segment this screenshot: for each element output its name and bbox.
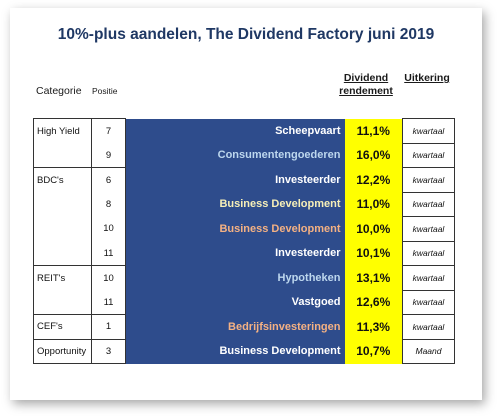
category-cell: CEF's — [33, 314, 92, 340]
category-cell — [33, 290, 92, 315]
table-row: REIT's 10 Hypotheken 13,1% kwartaal — [33, 265, 455, 291]
position-cell: 11 — [91, 241, 126, 266]
position-cell: 6 — [91, 167, 126, 192]
dividend-yield-cell: 11,0% — [344, 192, 403, 217]
payout-frequency-cell: kwartaal — [402, 167, 455, 193]
header-uitkering: Uitkering — [404, 72, 450, 84]
payout-frequency-cell: kwartaal — [402, 216, 455, 242]
category-cell: Opportunity — [33, 338, 92, 364]
name-cell: Bedrijfsinvesteringen — [125, 314, 345, 339]
dividend-yield-cell: 11,3% — [344, 314, 403, 339]
position-cell: 10 — [91, 216, 126, 241]
category-cell: REIT's — [33, 265, 92, 290]
table-row: 8 Business Development 11,0% kwartaal — [33, 191, 455, 217]
dividend-yield-cell: 10,0% — [344, 216, 403, 241]
payout-frequency-cell: kwartaal — [402, 191, 455, 217]
position-cell: 9 — [91, 143, 126, 168]
dividend-yield-cell: 13,1% — [344, 265, 403, 290]
payout-frequency-cell: kwartaal — [402, 289, 455, 315]
name-cell: Business Development — [125, 216, 345, 241]
table-card: 10%-plus aandelen, The Dividend Factory … — [10, 8, 482, 400]
header-dividend-line2: rendement — [339, 85, 393, 97]
category-cell: High Yield — [33, 118, 92, 143]
payout-frequency-cell: Maand — [402, 338, 455, 364]
category-cell — [33, 143, 92, 168]
stocks-table: High Yield 7 Scheepvaart 11,1% kwartaal 9 Cons… — [33, 118, 455, 364]
header-categorie: Categorie — [36, 85, 82, 97]
payout-frequency-cell: kwartaal — [402, 314, 455, 340]
category-cell — [33, 241, 92, 266]
name-cell: Business Development — [125, 339, 345, 364]
name-cell: Scheepvaart — [125, 118, 345, 143]
name-cell: Investeerder — [125, 167, 345, 192]
payout-frequency-cell: kwartaal — [402, 142, 455, 168]
position-cell: 1 — [91, 314, 126, 340]
table-row: High Yield 7 Scheepvaart 11,1% kwartaal — [33, 118, 455, 144]
position-cell: 10 — [91, 265, 126, 290]
position-cell: 7 — [91, 118, 126, 143]
category-cell: BDC's — [33, 167, 92, 192]
header-dividend-rendement: Dividend rendement — [336, 72, 396, 98]
header-positie: Positie — [92, 86, 118, 96]
dividend-yield-cell: 10,1% — [344, 241, 403, 266]
name-cell: Hypotheken — [125, 265, 345, 290]
payout-frequency-cell: kwartaal — [402, 240, 455, 266]
name-cell: Vastgoed — [125, 290, 345, 315]
table-row: 10 Business Development 10,0% kwartaal — [33, 216, 455, 242]
table-row: 11 Vastgoed 12,6% kwartaal — [33, 289, 455, 315]
page-title: 10%-plus aandelen, The Dividend Factory … — [57, 26, 435, 43]
table-row: 9 Consumentengoederen 16,0% kwartaal — [33, 142, 455, 168]
table-row: 11 Investeerder 10,1% kwartaal — [33, 240, 455, 266]
position-cell: 8 — [91, 192, 126, 217]
table-row: Opportunity 3 Business Development 10,7% Maa… — [33, 338, 455, 364]
category-cell — [33, 192, 92, 217]
dividend-yield-cell: 11,1% — [344, 118, 403, 143]
position-cell: 11 — [91, 290, 126, 315]
name-cell: Consumentengoederen — [125, 143, 345, 168]
name-cell: Investeerder — [125, 241, 345, 266]
dividend-yield-cell: 12,2% — [344, 167, 403, 192]
header-dividend-line1: Dividend — [343, 72, 389, 84]
table-row: CEF's 1 Bedrijfsinvesteringen 11,3% kwartaal — [33, 314, 455, 340]
name-cell: Business Development — [125, 192, 345, 217]
dividend-yield-cell: 16,0% — [344, 143, 403, 168]
payout-frequency-cell: kwartaal — [402, 265, 455, 291]
payout-frequency-cell: kwartaal — [402, 118, 455, 144]
position-cell: 3 — [91, 338, 126, 364]
table-row: BDC's 6 Investeerder 12,2% kwartaal — [33, 167, 455, 193]
dividend-yield-cell: 12,6% — [344, 290, 403, 315]
dividend-yield-cell: 10,7% — [344, 339, 403, 364]
category-cell — [33, 216, 92, 241]
